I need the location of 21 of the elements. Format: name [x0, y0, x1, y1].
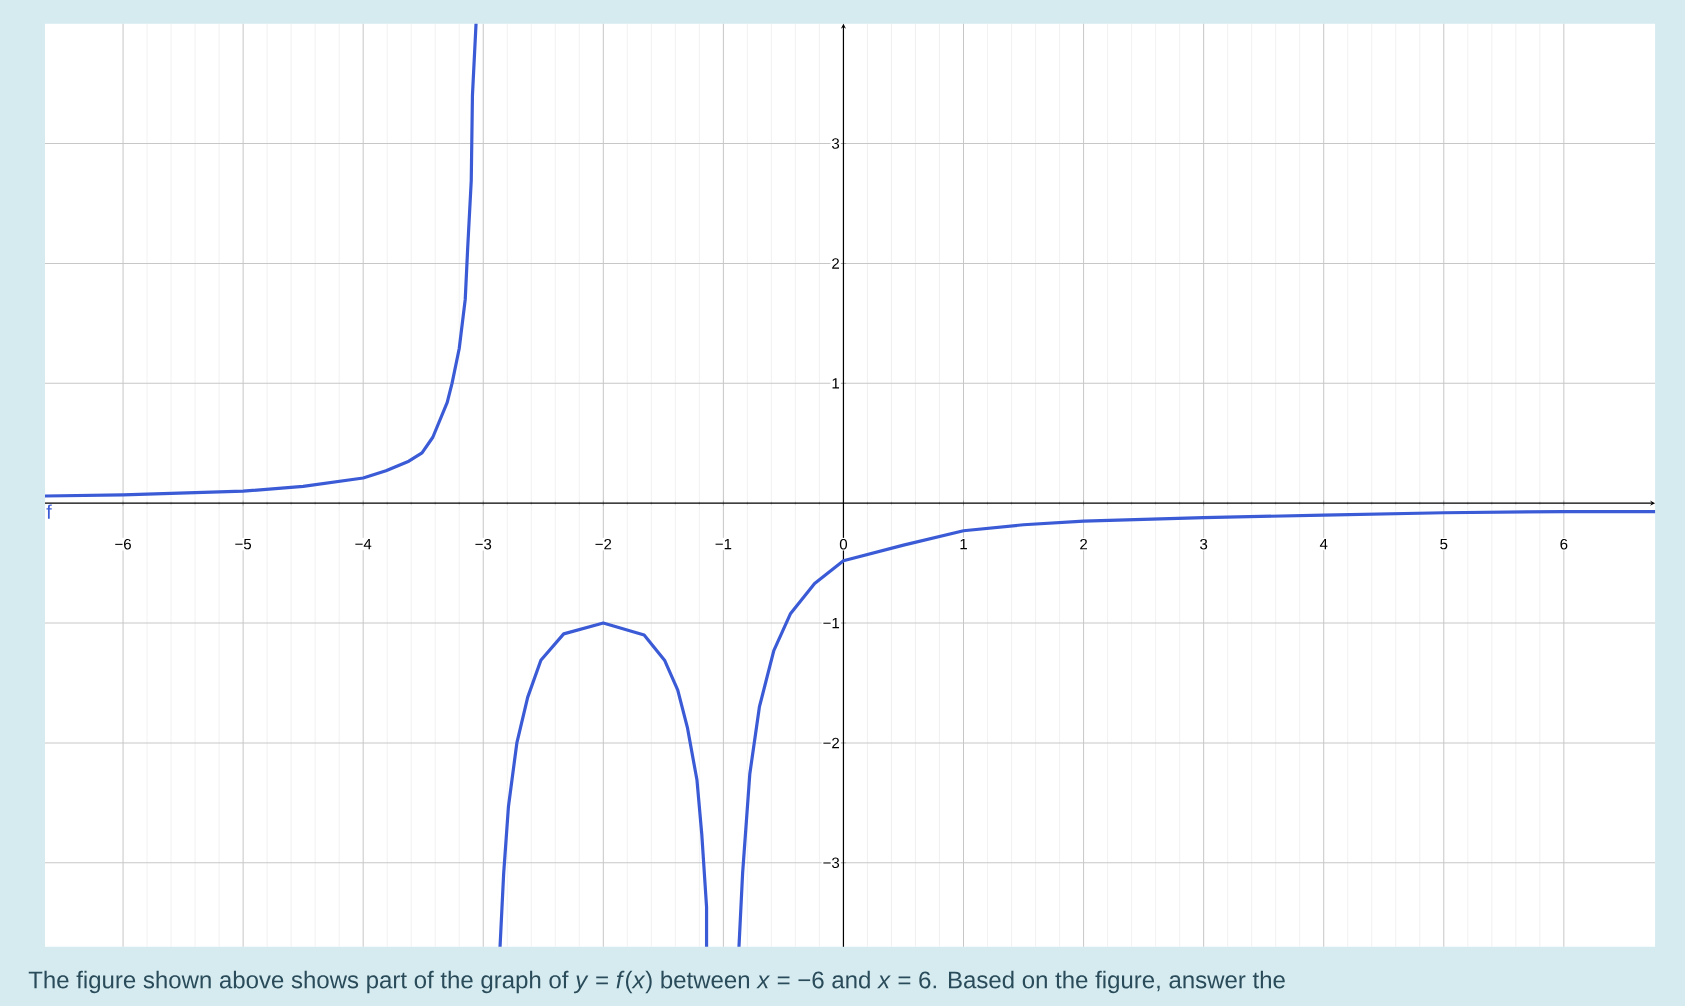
- y-tick-label: 3: [831, 138, 840, 149]
- x-tick-label: −2: [595, 538, 612, 550]
- y-tick-label: −1: [823, 617, 840, 629]
- x-tick-label: −4: [355, 538, 372, 550]
- x-tick-label: 3: [1200, 538, 1208, 550]
- x-tick-label: 0: [839, 538, 848, 550]
- x-tick-label: −5: [235, 538, 252, 550]
- x-tick-label: −3: [475, 538, 492, 550]
- x-tick-label: 5: [1440, 538, 1448, 550]
- x-tick-label: −1: [715, 538, 732, 550]
- x-tick-label: 2: [1080, 538, 1087, 550]
- x-tick-label: 4: [1319, 538, 1328, 550]
- series-label: f: [46, 504, 52, 519]
- text: The figure shown above shows part of the graph of y = f(x) between x = −6 and x = 6. Based on the figure, answer the: [28, 970, 1285, 994]
- x-tick-label: 6: [1560, 538, 1568, 550]
- x-tick-label: −6: [115, 538, 131, 550]
- y-tick-label: −2: [823, 737, 839, 749]
- y-tick-label: 2: [832, 258, 839, 269]
- y-tick-label: 1: [832, 378, 840, 389]
- y-tick-label: −3: [823, 857, 840, 869]
- x-tick-label: 1: [960, 538, 967, 550]
